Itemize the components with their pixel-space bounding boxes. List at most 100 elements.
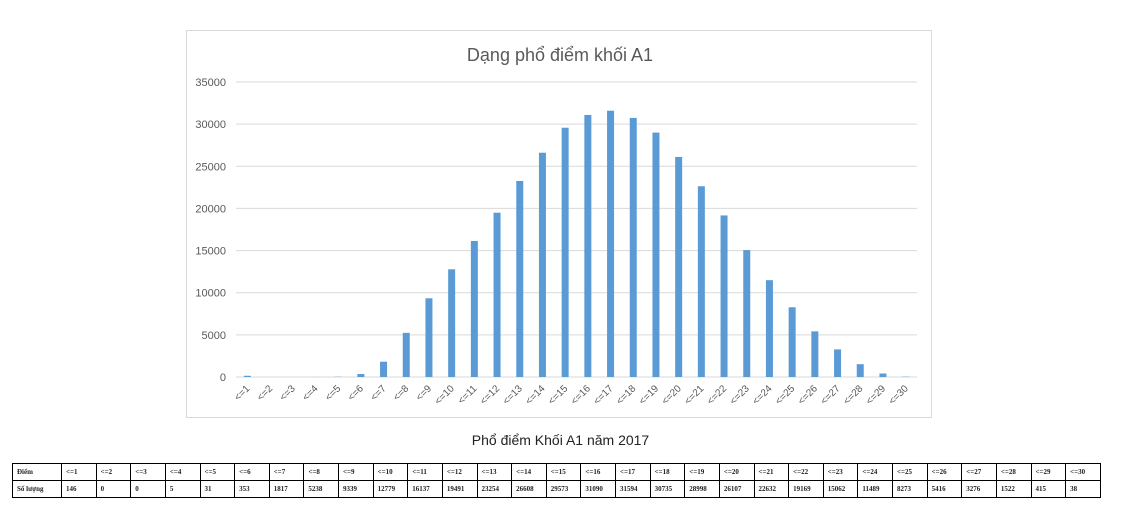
- table-value-cell: 30735: [649, 480, 686, 498]
- x-tick-label: <=14: [524, 383, 548, 407]
- x-tick-label: <=30: [887, 383, 911, 407]
- table-value-cell: 22632: [753, 480, 790, 498]
- table-value-cell: 1817: [268, 480, 305, 498]
- table-value-cell: 5: [164, 480, 201, 498]
- table-value-cell: 26107: [718, 480, 755, 498]
- x-tick-label: <=5: [323, 383, 343, 403]
- table-header-label: Điểm: [12, 463, 62, 481]
- y-tick-label: 10000: [195, 288, 226, 300]
- chart-title: Dạng phổ điểm khối A1: [467, 45, 653, 65]
- table-header-cell: <=12: [441, 463, 478, 481]
- bar: [607, 110, 615, 378]
- bar: [448, 269, 456, 377]
- bar-chart: Dạng phổ điểm khối A1 0 5000 10000 15000 200…: [195, 45, 917, 407]
- table-value-cell: 353: [234, 480, 270, 498]
- x-tick-label: <=20: [660, 383, 684, 407]
- table-value-cell: 26608: [511, 480, 547, 498]
- x-tick-label: <=8: [391, 383, 411, 403]
- bar: [765, 280, 773, 377]
- bar: [516, 181, 524, 377]
- x-tick-label: <=17: [592, 383, 616, 407]
- bar: [834, 349, 842, 377]
- bar: [811, 331, 819, 377]
- table-header-cell: <=18: [649, 463, 686, 481]
- table-header-row: Điểm <=1 <=2 <=3 <=4 <=5 <=6 <=7 <=8 <=9 <=10 <=11…: [12, 463, 1101, 481]
- table-header-cell: <=5: [199, 463, 236, 481]
- y-tick-label: 0: [220, 372, 226, 384]
- table-value-cell: 28998: [684, 480, 720, 498]
- y-tick-label: 15000: [195, 246, 226, 258]
- table-value-cell: 0: [95, 480, 132, 498]
- x-tick-label: <=21: [683, 383, 707, 407]
- y-tick-label: 35000: [195, 77, 226, 89]
- table-value-cell: 3276: [961, 480, 997, 498]
- table-value-cell: 146: [61, 480, 97, 498]
- bar: [243, 375, 251, 377]
- score-table: Điểm <=1 <=2 <=3 <=4 <=5 <=6 <=7 <=8 <=9 <=10 <=11…: [12, 463, 1101, 498]
- table-value-cell: 19491: [441, 480, 478, 498]
- x-tick-label: <=29: [864, 383, 888, 407]
- bar: [652, 132, 660, 377]
- table-value-cell: 5238: [303, 480, 339, 498]
- table-value-row: Số lượng 146 0 0 5 31 353 1817 5238 9339 12779 161…: [12, 480, 1101, 498]
- table-header-cell: <=26: [926, 463, 963, 481]
- bar: [425, 298, 433, 377]
- table-value-cell: 19169: [788, 480, 824, 498]
- table-header-cell: <=28: [995, 463, 1032, 481]
- x-tick-label: <=6: [346, 383, 366, 403]
- table-value-cell: 5416: [926, 480, 963, 498]
- y-tick-label: 20000: [195, 203, 226, 215]
- bar: [561, 127, 569, 378]
- table-header-cell: <=20: [718, 463, 755, 481]
- table-header-cell: <=4: [164, 463, 201, 481]
- x-tick-label: <=24: [751, 383, 775, 407]
- table-header-cell: <=6: [234, 463, 270, 481]
- x-tick-label: <=12: [478, 383, 502, 407]
- bar: [675, 156, 683, 377]
- table-value-cell: 15062: [822, 480, 859, 498]
- table-header-cell: <=22: [788, 463, 824, 481]
- chart-caption: Phổ điểm Khối A1 năm 2017: [471, 432, 650, 448]
- table-value-cell: 0: [130, 480, 166, 498]
- table-header-cell: <=14: [511, 463, 547, 481]
- bar: [856, 364, 864, 377]
- table-header-cell: <=25: [892, 463, 928, 481]
- table-header-cell: <=21: [753, 463, 790, 481]
- x-tick-label: <=23: [728, 383, 752, 407]
- bar: [879, 373, 887, 377]
- bar: [788, 307, 796, 377]
- table-header-cell: <=16: [580, 463, 616, 481]
- x-tick-label: <=4: [301, 383, 321, 403]
- table-value-cell: 9339: [338, 480, 374, 498]
- table-header-cell: <=11: [407, 463, 443, 481]
- x-tick-label: <=1: [232, 383, 252, 403]
- table-header-cell: <=7: [268, 463, 305, 481]
- table-header-cell: <=29: [1030, 463, 1067, 481]
- bar: [538, 152, 546, 377]
- x-tick-label: <=13: [501, 383, 525, 407]
- x-tick-label: <=3: [278, 383, 298, 403]
- table-value-cell: 8273: [892, 480, 928, 498]
- table-header-cell: <=27: [961, 463, 997, 481]
- table-value-cell: 29573: [545, 480, 582, 498]
- y-tick-label: 30000: [195, 119, 226, 131]
- table-value-cell: 1522: [995, 480, 1032, 498]
- table-header-cell: <=24: [857, 463, 893, 481]
- x-tick-label: <=27: [819, 383, 843, 407]
- x-tick-label: <=9: [414, 383, 434, 403]
- x-tick-label: <=7: [369, 383, 389, 403]
- bar: [743, 250, 751, 377]
- x-tick-label: <=18: [614, 383, 638, 407]
- bar: [402, 332, 410, 377]
- bar: [380, 361, 388, 377]
- x-tick-label: <=16: [569, 383, 593, 407]
- x-tick-label: <=19: [637, 383, 661, 407]
- x-tick-label: <=26: [796, 383, 820, 407]
- table-header-cell: <=1: [61, 463, 97, 481]
- y-tick-label: 5000: [202, 330, 226, 342]
- table-row-label: Số lượng: [12, 480, 62, 498]
- table-value-cell: 38: [1065, 480, 1101, 498]
- table-value-cell: 31594: [615, 480, 651, 498]
- x-tick-label: <=28: [841, 383, 865, 407]
- x-tick-label: <=11: [456, 383, 480, 407]
